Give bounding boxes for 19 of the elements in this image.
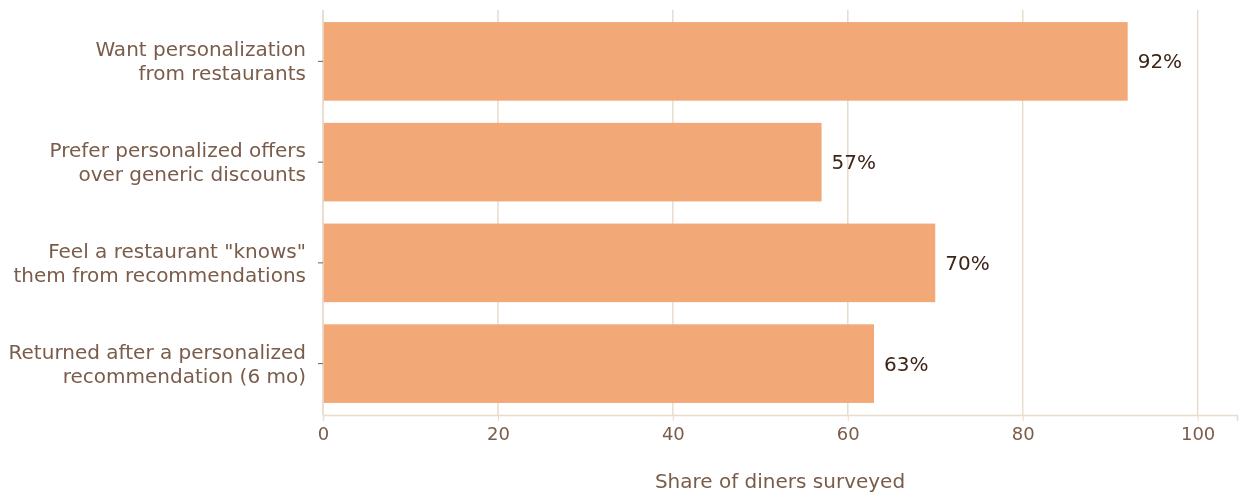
data-label: 63% bbox=[884, 351, 929, 376]
y-tick-label: Feel a restaurant "knows" them from recommendations bbox=[13, 238, 306, 287]
x-axis-title: Share of diners surveyed bbox=[654, 469, 906, 493]
x-tick-label: 0 bbox=[317, 422, 330, 444]
bar bbox=[323, 223, 936, 303]
x-tick-label: 100 bbox=[1180, 422, 1216, 444]
bar bbox=[323, 122, 822, 202]
x-tick-label: 40 bbox=[661, 422, 685, 444]
x-tick-label: 80 bbox=[1011, 422, 1035, 444]
data-label: 57% bbox=[831, 150, 876, 175]
bar bbox=[323, 324, 875, 403]
data-label: 70% bbox=[945, 250, 990, 275]
y-tick-label: Want personalization from restaurants bbox=[95, 37, 306, 86]
y-tick-label: Returned after a personalized recommendation (6 mo) bbox=[8, 339, 306, 388]
bar bbox=[323, 22, 1128, 101]
x-tick-label: 20 bbox=[486, 422, 510, 444]
x-tick-label: 60 bbox=[836, 422, 860, 444]
y-tick-label: Prefer personalized offers over generic discounts bbox=[49, 138, 306, 187]
data-label: 92% bbox=[1137, 49, 1183, 74]
